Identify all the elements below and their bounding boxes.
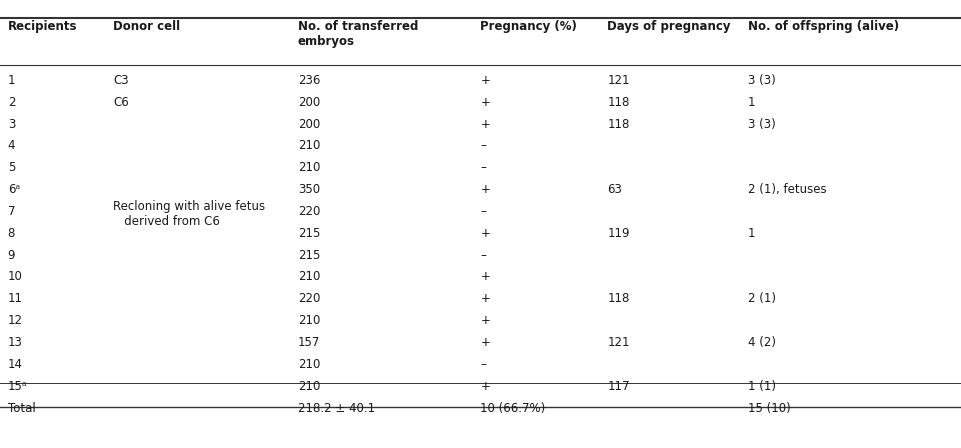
Text: 1 (1): 1 (1) <box>748 379 776 393</box>
Text: +: + <box>480 227 490 240</box>
Text: 3: 3 <box>8 117 15 131</box>
Text: 4 (2): 4 (2) <box>748 336 776 349</box>
Text: 215: 215 <box>298 249 320 262</box>
Text: +: + <box>480 96 490 109</box>
Text: 2 (1), fetuses: 2 (1), fetuses <box>748 183 826 196</box>
Text: 117: 117 <box>607 379 629 393</box>
Text: 118: 118 <box>607 292 629 306</box>
Text: Donor cell: Donor cell <box>113 20 181 33</box>
Text: 5: 5 <box>8 161 15 174</box>
Text: 210: 210 <box>298 161 320 174</box>
Text: +: + <box>480 336 490 349</box>
Text: 220: 220 <box>298 292 320 306</box>
Text: +: + <box>480 271 490 284</box>
Text: 218.2 ± 40.1: 218.2 ± 40.1 <box>298 401 375 414</box>
Text: 3 (3): 3 (3) <box>748 117 776 131</box>
Text: –: – <box>480 249 486 262</box>
Text: 14: 14 <box>8 358 23 371</box>
Text: 2: 2 <box>8 96 15 109</box>
Text: 11: 11 <box>8 292 23 306</box>
Text: C3: C3 <box>113 74 129 87</box>
Text: 121: 121 <box>607 74 629 87</box>
Text: 210: 210 <box>298 379 320 393</box>
Text: No. of transferred
embryos: No. of transferred embryos <box>298 20 418 48</box>
Text: Days of pregnancy: Days of pregnancy <box>607 20 731 33</box>
Text: 10 (66.7%): 10 (66.7%) <box>480 401 546 414</box>
Text: 200: 200 <box>298 96 320 109</box>
Text: +: + <box>480 379 490 393</box>
Text: 200: 200 <box>298 117 320 131</box>
Text: 121: 121 <box>607 336 629 349</box>
Text: 4: 4 <box>8 139 15 152</box>
Text: 10: 10 <box>8 271 22 284</box>
Text: 2 (1): 2 (1) <box>748 292 776 306</box>
Text: +: + <box>480 292 490 306</box>
Text: 6ᵃ: 6ᵃ <box>8 183 20 196</box>
Text: 118: 118 <box>607 117 629 131</box>
Text: –: – <box>480 139 486 152</box>
Text: 210: 210 <box>298 314 320 327</box>
Text: 1: 1 <box>8 74 15 87</box>
Text: Recipients: Recipients <box>8 20 77 33</box>
Text: 63: 63 <box>607 183 622 196</box>
Text: –: – <box>480 161 486 174</box>
Text: 9: 9 <box>8 249 15 262</box>
Text: 15ᵃ: 15ᵃ <box>8 379 27 393</box>
Text: 3 (3): 3 (3) <box>748 74 776 87</box>
Text: Pregnancy (%): Pregnancy (%) <box>480 20 578 33</box>
Text: 118: 118 <box>607 96 629 109</box>
Text: +: + <box>480 183 490 196</box>
Text: 1: 1 <box>748 96 755 109</box>
Text: Total: Total <box>8 401 36 414</box>
Text: Recloning with alive fetus
   derived from C6: Recloning with alive fetus derived from … <box>113 200 265 228</box>
Text: 350: 350 <box>298 183 320 196</box>
Text: 15 (10): 15 (10) <box>748 401 790 414</box>
Text: 236: 236 <box>298 74 320 87</box>
Text: +: + <box>480 314 490 327</box>
Text: +: + <box>480 74 490 87</box>
Text: 210: 210 <box>298 358 320 371</box>
Text: No. of offspring (alive): No. of offspring (alive) <box>748 20 899 33</box>
Text: –: – <box>480 205 486 218</box>
Text: C6: C6 <box>113 96 129 109</box>
Text: 220: 220 <box>298 205 320 218</box>
Text: 215: 215 <box>298 227 320 240</box>
Text: 7: 7 <box>8 205 15 218</box>
Text: 8: 8 <box>8 227 15 240</box>
Text: 12: 12 <box>8 314 23 327</box>
Text: –: – <box>480 358 486 371</box>
Text: 210: 210 <box>298 271 320 284</box>
Text: 1: 1 <box>748 227 755 240</box>
Text: 13: 13 <box>8 336 22 349</box>
Text: 210: 210 <box>298 139 320 152</box>
Text: 119: 119 <box>607 227 629 240</box>
Text: 157: 157 <box>298 336 320 349</box>
Text: +: + <box>480 117 490 131</box>
